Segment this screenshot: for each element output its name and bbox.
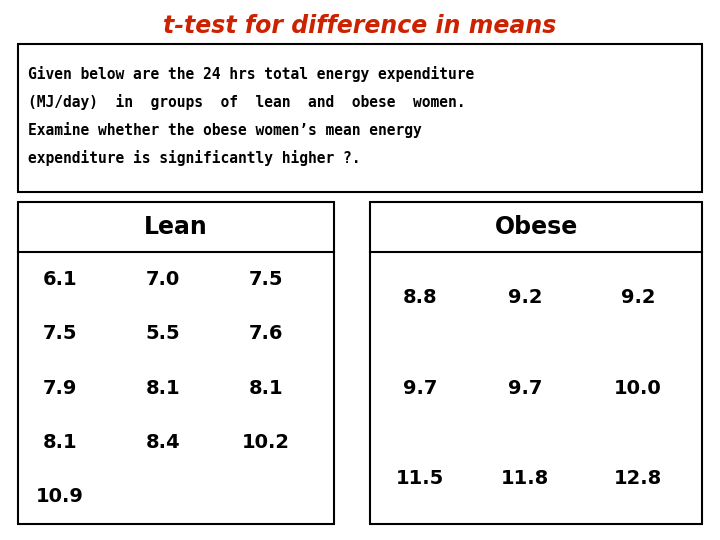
- Text: 8.8: 8.8: [402, 288, 437, 307]
- Text: Examine whether the obese women’s mean energy: Examine whether the obese women’s mean e…: [28, 122, 422, 138]
- Text: 9.2: 9.2: [508, 288, 542, 307]
- Text: 9.2: 9.2: [621, 288, 655, 307]
- Bar: [18, 202, 334, 524]
- Text: 10.0: 10.0: [614, 379, 662, 397]
- Text: 7.9: 7.9: [42, 379, 77, 397]
- Text: 9.7: 9.7: [402, 379, 437, 397]
- Text: 12.8: 12.8: [614, 469, 662, 488]
- Bar: [370, 202, 702, 524]
- Text: (MJ/day)  in  groups  of  lean  and  obese  women.: (MJ/day) in groups of lean and obese wom…: [28, 94, 466, 110]
- Text: 11.5: 11.5: [396, 469, 444, 488]
- Text: 7.5: 7.5: [42, 324, 77, 343]
- Text: 10.9: 10.9: [36, 487, 84, 507]
- Text: t-test for difference in means: t-test for difference in means: [163, 14, 557, 38]
- Text: 8.1: 8.1: [248, 379, 283, 397]
- Text: 7.0: 7.0: [146, 269, 180, 289]
- Text: 11.8: 11.8: [501, 469, 549, 488]
- Text: 6.1: 6.1: [42, 269, 77, 289]
- Text: 9.7: 9.7: [508, 379, 542, 397]
- Text: 7.5: 7.5: [248, 269, 283, 289]
- Bar: [18, 44, 702, 192]
- Text: Lean: Lean: [144, 215, 208, 239]
- Text: 8.1: 8.1: [42, 433, 77, 452]
- Text: 10.2: 10.2: [242, 433, 290, 452]
- Text: 7.6: 7.6: [248, 324, 283, 343]
- Text: expenditure is significantly higher ?.: expenditure is significantly higher ?.: [28, 150, 361, 166]
- Text: 8.4: 8.4: [145, 433, 180, 452]
- Text: 8.1: 8.1: [145, 379, 180, 397]
- Text: 5.5: 5.5: [145, 324, 180, 343]
- Text: Given below are the 24 hrs total energy expenditure: Given below are the 24 hrs total energy …: [28, 66, 474, 82]
- Text: Obese: Obese: [495, 215, 577, 239]
